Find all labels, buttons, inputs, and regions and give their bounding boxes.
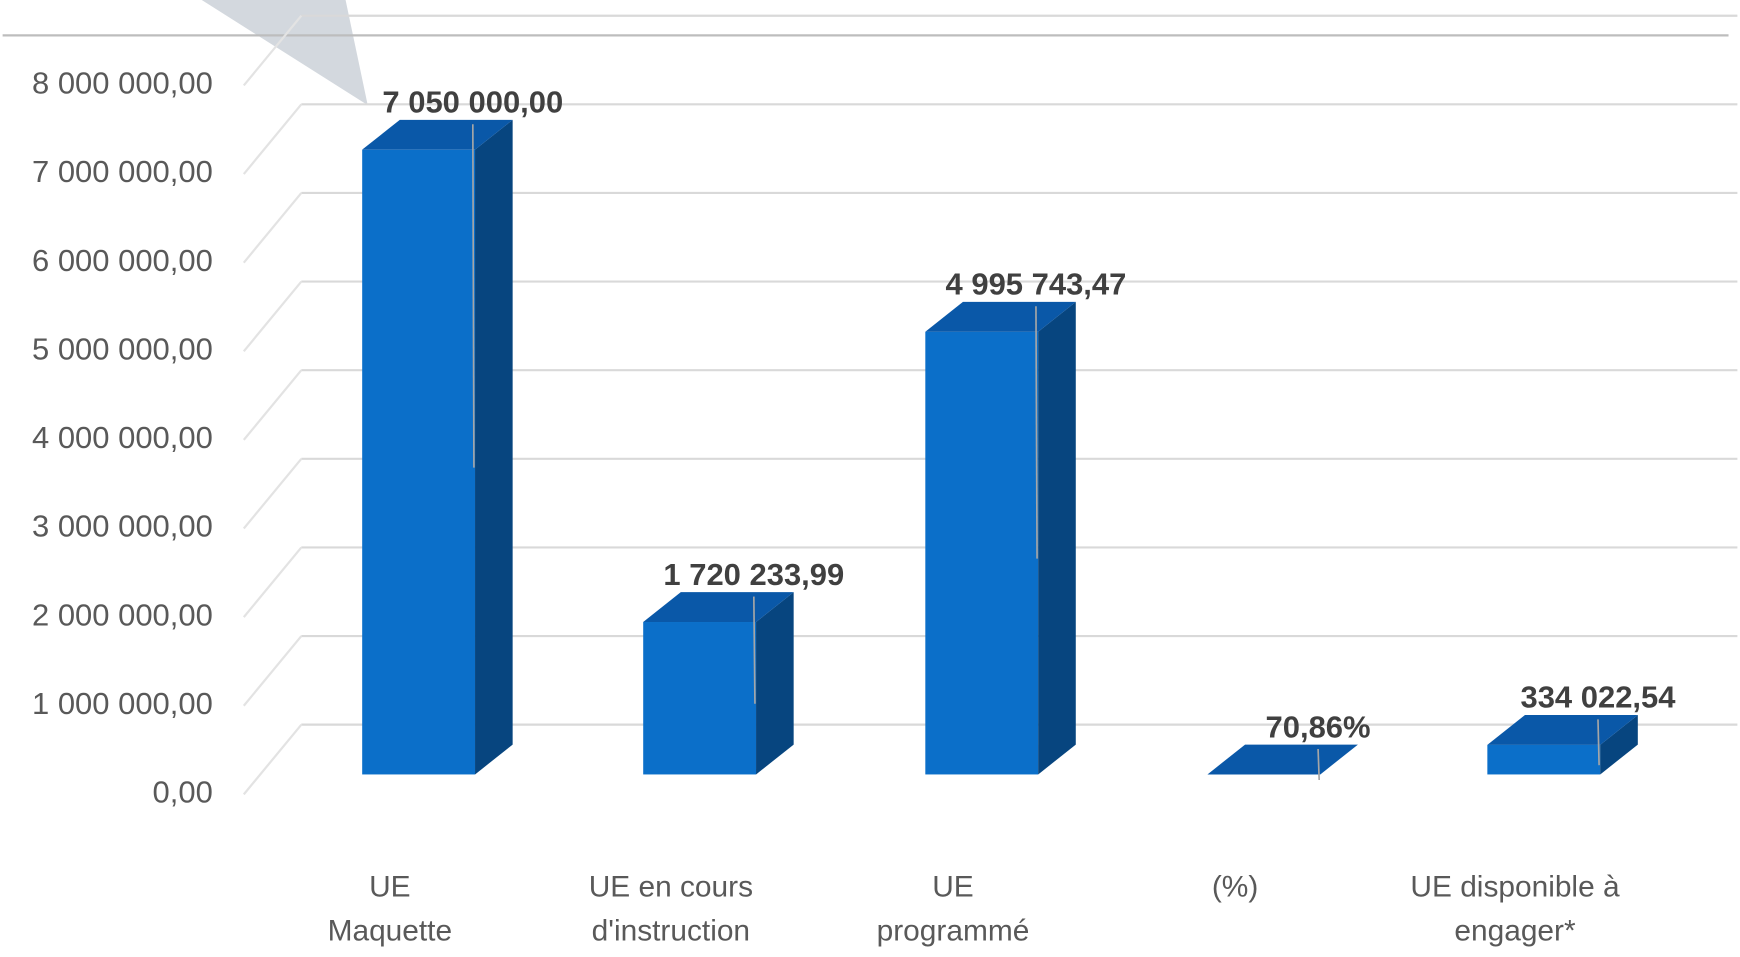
bar (643, 592, 794, 775)
grid-depth-line (242, 280, 303, 352)
value-label: 1 720 233,99 (663, 557, 844, 592)
y-tick-label: 3 000 000,00 (32, 509, 213, 544)
value-label: 334 022,54 (1520, 680, 1676, 715)
y-tick-label: 7 000 000,00 (32, 154, 213, 189)
y-tick-label: 1 000 000,00 (32, 686, 213, 721)
bar-top (925, 301, 1076, 332)
y-tick-label: 5 000 000,00 (32, 331, 213, 366)
bar-top (1207, 744, 1358, 775)
bar-front (1487, 744, 1601, 775)
bar-side (1038, 301, 1076, 775)
bar-side (756, 592, 794, 775)
bar-side (1320, 744, 1358, 775)
grid-depth-line (242, 15, 303, 87)
grid-depth-line (242, 192, 303, 264)
grid-depth-line (242, 458, 303, 530)
decoration (201, 0, 368, 106)
leader-line (1597, 719, 1600, 766)
grid-depth-line (242, 723, 303, 796)
y-tick-label: 6 000 000,00 (32, 243, 213, 278)
y-tick-label: 8 000 000,00 (32, 66, 213, 101)
bar-front (643, 622, 757, 775)
x-tick-label: UE Maquette (328, 870, 453, 947)
bar (1487, 714, 1638, 775)
grid-depth-line (242, 635, 303, 707)
value-label: 70,86% (1266, 709, 1371, 744)
x-tick-label: UE en cours d'instruction (589, 870, 753, 947)
grid-depth-line (242, 103, 303, 175)
bar-front (925, 331, 1039, 775)
bar (925, 301, 1076, 775)
bar-front (362, 149, 476, 775)
bar (1207, 744, 1358, 775)
leader-line (471, 124, 475, 468)
value-label: 4 995 743,47 (946, 267, 1127, 302)
x-tick-label: UE programmé (877, 870, 1030, 947)
value-label: 7 050 000,00 (382, 85, 563, 120)
bar (362, 119, 513, 775)
bar-side (1600, 714, 1638, 775)
x-tick-label: UE disponible à engager* (1410, 870, 1620, 947)
bar-top (643, 592, 794, 623)
y-tick-label: 0,00 (153, 775, 213, 810)
bar-side (475, 119, 513, 775)
bar-top (362, 119, 513, 150)
grid-depth-line (242, 369, 303, 441)
bar-top (1487, 714, 1638, 745)
leader-line (1317, 748, 1321, 781)
x-tick-label: (%) (1212, 870, 1258, 903)
leader-line (753, 596, 756, 704)
y-tick-label: 4 000 000,00 (32, 420, 213, 455)
y-tick-label: 2 000 000,00 (32, 597, 213, 632)
grid-depth-line (242, 546, 303, 618)
leader-line (1035, 306, 1038, 559)
